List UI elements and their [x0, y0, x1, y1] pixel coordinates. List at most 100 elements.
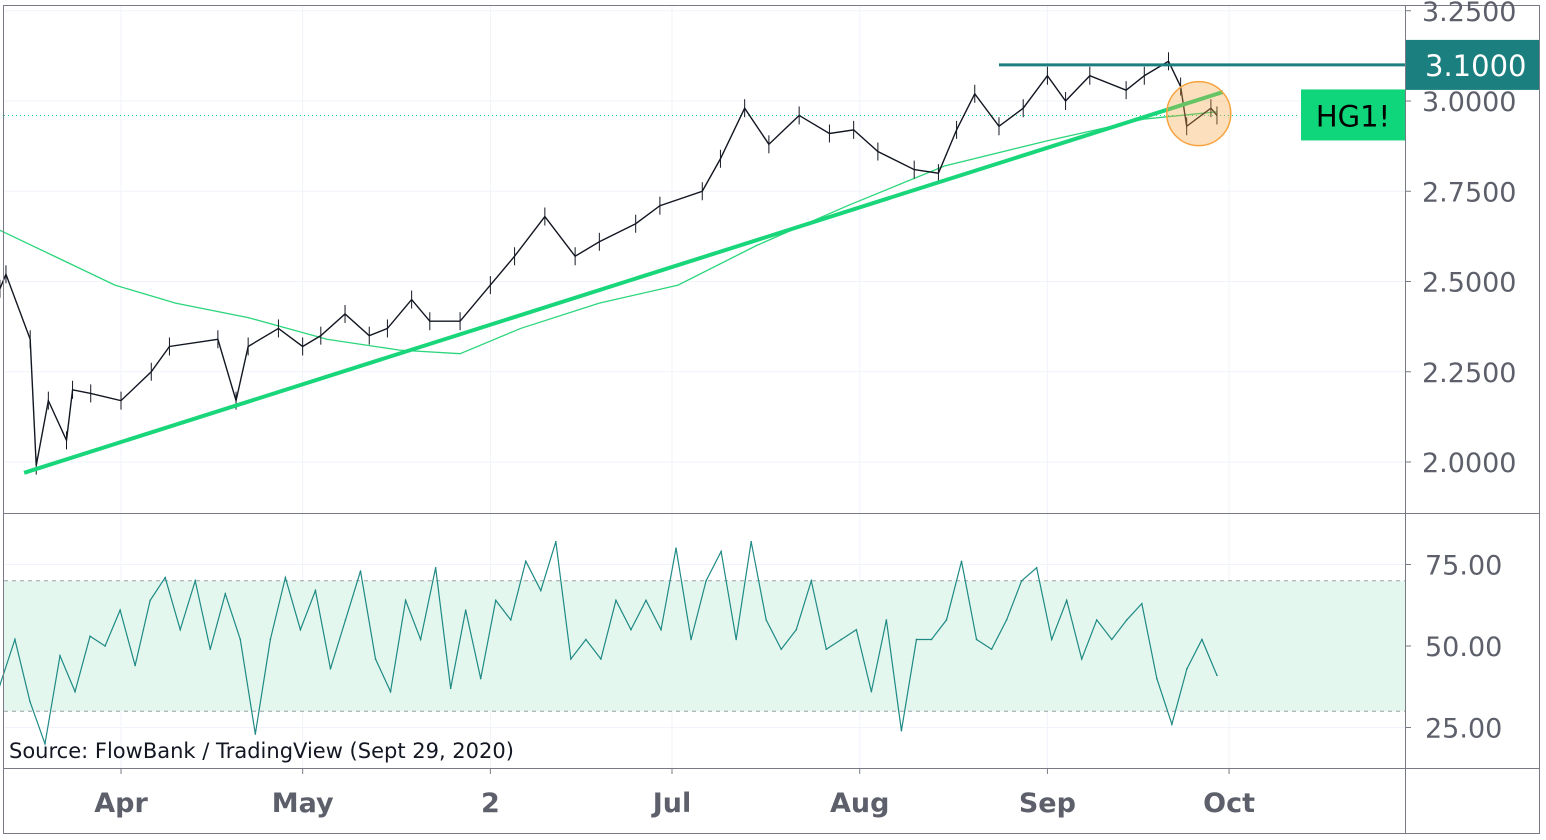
rsi-point	[540, 589, 542, 592]
rsi-point	[344, 619, 347, 621]
rsi-point	[915, 638, 918, 641]
rsi-point	[1065, 599, 1068, 602]
rsi-point	[119, 609, 121, 611]
x-tick-label: Aug	[830, 788, 889, 819]
rsi-point	[1216, 674, 1218, 677]
rsi-point	[600, 658, 602, 660]
rsi-point	[765, 619, 767, 621]
rsi-y-tick-label: 50.00	[1425, 632, 1502, 663]
x-tick-label: Apr	[94, 788, 148, 819]
rsi-point	[630, 628, 632, 631]
rsi-point	[434, 566, 437, 569]
x-tick-label: 2	[481, 788, 500, 819]
rsi-point	[359, 570, 362, 572]
rsi-point	[810, 580, 813, 582]
symbol-label: HG1!	[1316, 99, 1390, 133]
rsi-point	[900, 729, 903, 732]
y-tick-label: 2.2500	[1422, 358, 1516, 389]
rsi-point	[705, 580, 707, 582]
rsi-point	[945, 619, 948, 621]
rsi-point	[374, 658, 377, 660]
rsi-point	[44, 743, 46, 745]
y-tick-label: 2.0000	[1422, 448, 1516, 479]
rsi-point	[660, 628, 662, 631]
rsi-point	[179, 628, 182, 631]
rsi-point	[1201, 638, 1203, 641]
support-trendline	[23, 90, 1224, 475]
rsi-point	[855, 628, 858, 631]
y-tick-label: 3.2500	[1422, 0, 1516, 28]
rsi-point	[224, 593, 227, 595]
rsi-point	[164, 576, 166, 579]
chart-frame	[3, 5, 1540, 834]
rsi-point	[1020, 580, 1023, 582]
y-tick-label: 2.7500	[1422, 177, 1516, 208]
rsi-point	[690, 638, 692, 641]
rsi-point	[870, 690, 873, 693]
source-caption: Source: FlowBank / TradingView (Sept 29,…	[9, 739, 514, 763]
rsi-point	[1035, 566, 1038, 569]
x-tick-label: May	[272, 788, 334, 819]
axes: Apr May 2 Jul Aug Sep Oct 3.2500 3.0000 2.7500 2.5…	[94, 0, 1516, 819]
rsi-point	[149, 599, 151, 602]
rsi-point	[1126, 619, 1128, 621]
rsi-point	[74, 690, 76, 693]
rsi-point	[494, 599, 497, 602]
rsi-point	[1080, 658, 1083, 660]
rsi-point	[1171, 723, 1173, 726]
grid	[4, 6, 1405, 768]
rsi-point	[780, 648, 783, 651]
rsi-y-tick-label: 75.00	[1425, 551, 1502, 582]
rsi-point	[329, 668, 332, 670]
rsi-point	[1141, 602, 1143, 605]
rsi-point	[269, 638, 272, 641]
rsi-point	[299, 628, 302, 631]
rsi-point	[134, 664, 136, 667]
rsi-point	[389, 690, 392, 693]
resistance-price-label: 3.1000	[1425, 49, 1526, 83]
rsi-point	[885, 619, 888, 621]
rsi-point	[284, 576, 287, 579]
rsi-point	[59, 654, 61, 657]
rsi-point	[990, 648, 993, 651]
rsi-point	[449, 687, 452, 690]
y-tick-label: 3.0000	[1422, 87, 1516, 118]
rsi-point	[104, 645, 106, 647]
rsi-point	[314, 589, 317, 592]
rsi-point	[239, 638, 242, 641]
rsi-point	[795, 628, 798, 631]
rsi-point	[1095, 619, 1098, 621]
rsi-point	[840, 638, 843, 641]
rsi-point	[1110, 638, 1113, 641]
rsi-point	[645, 599, 647, 602]
rsi-point	[735, 638, 737, 641]
rsi-point	[675, 547, 677, 549]
plots	[0, 52, 1405, 747]
rsi-point	[825, 648, 828, 651]
y-tick-label: 2.5000	[1422, 268, 1516, 299]
rsi-point	[615, 599, 617, 602]
rsi-point	[750, 540, 752, 543]
rsi-point	[0, 684, 1, 686]
x-tick-label: Sep	[1019, 788, 1076, 819]
rsi-point	[1005, 619, 1008, 621]
rsi-point	[555, 540, 557, 543]
resistance-price-label-bg	[1406, 39, 1539, 90]
rsi-point	[1050, 638, 1053, 641]
rsi-y-tick-label: 25.00	[1425, 714, 1502, 745]
rsi-point	[720, 550, 722, 553]
rsi-point	[209, 648, 212, 651]
rsi-point	[975, 638, 978, 641]
symbol-label-bg	[1301, 89, 1405, 141]
moving-average-line	[0, 111, 1218, 355]
rsi-point	[404, 599, 407, 602]
rsi-point	[464, 609, 467, 611]
rsi-point	[960, 560, 963, 563]
rsi-point	[479, 677, 482, 680]
rsi-point	[14, 638, 16, 641]
rsi-point	[930, 638, 933, 641]
rsi-point	[1186, 668, 1188, 670]
price-line	[0, 60, 1218, 466]
rsi-line	[0, 541, 1218, 747]
